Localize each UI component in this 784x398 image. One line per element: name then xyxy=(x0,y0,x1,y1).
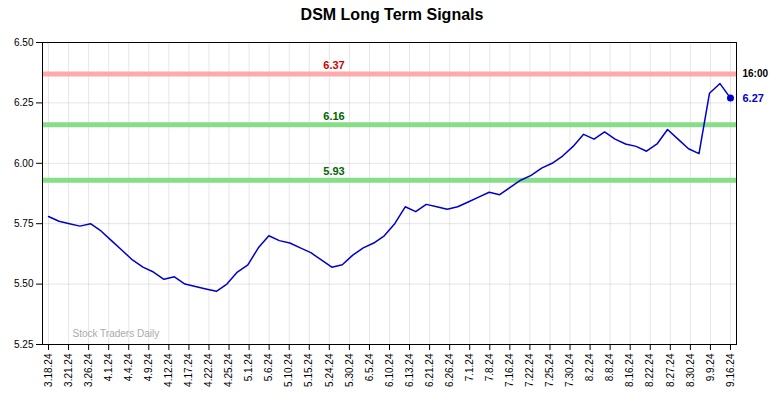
svg-text:7.22.24: 7.22.24 xyxy=(524,353,535,387)
svg-text:6.37: 6.37 xyxy=(323,59,344,71)
svg-text:9.16.24: 9.16.24 xyxy=(725,353,736,387)
svg-text:8.16.24: 8.16.24 xyxy=(624,353,635,387)
svg-text:7.25.24: 7.25.24 xyxy=(544,353,555,387)
svg-text:5.93: 5.93 xyxy=(323,165,344,177)
svg-text:6.16: 6.16 xyxy=(323,110,344,122)
svg-text:5.25: 5.25 xyxy=(14,339,34,350)
svg-text:8.8.24: 8.8.24 xyxy=(604,353,615,381)
svg-text:6.27: 6.27 xyxy=(743,92,764,104)
svg-text:4.22.24: 4.22.24 xyxy=(203,353,214,387)
svg-text:6.5.24: 6.5.24 xyxy=(364,353,375,381)
svg-text:4.17.24: 4.17.24 xyxy=(183,353,194,387)
svg-text:6.13.24: 6.13.24 xyxy=(404,353,415,387)
svg-text:4.1.24: 4.1.24 xyxy=(103,353,114,381)
svg-text:5.6.24: 5.6.24 xyxy=(263,353,274,381)
svg-text:6.26.24: 6.26.24 xyxy=(444,353,455,387)
svg-text:7.30.24: 7.30.24 xyxy=(564,353,575,387)
svg-text:6.50: 6.50 xyxy=(14,37,34,48)
svg-text:3.21.24: 3.21.24 xyxy=(63,353,74,387)
svg-text:4.12.24: 4.12.24 xyxy=(163,353,174,387)
svg-text:5.24.24: 5.24.24 xyxy=(324,353,335,387)
svg-text:16:00: 16:00 xyxy=(743,68,769,79)
svg-text:4.4.24: 4.4.24 xyxy=(123,353,134,381)
svg-text:5.15.24: 5.15.24 xyxy=(303,353,314,387)
svg-text:5.30.24: 5.30.24 xyxy=(344,353,355,387)
svg-text:4.9.24: 4.9.24 xyxy=(143,353,154,381)
svg-text:6.10.24: 6.10.24 xyxy=(384,353,395,387)
svg-text:8.27.24: 8.27.24 xyxy=(665,353,676,387)
svg-text:9.9.24: 9.9.24 xyxy=(705,353,716,381)
svg-text:6.25: 6.25 xyxy=(14,97,34,108)
svg-text:3.26.24: 3.26.24 xyxy=(83,353,94,387)
svg-text:8.22.24: 8.22.24 xyxy=(644,353,655,387)
svg-text:5.50: 5.50 xyxy=(14,278,34,289)
svg-text:5.1.24: 5.1.24 xyxy=(243,353,254,381)
svg-text:7.1.24: 7.1.24 xyxy=(464,353,475,381)
svg-text:3.18.24: 3.18.24 xyxy=(43,353,54,387)
svg-text:6.00: 6.00 xyxy=(14,158,34,169)
svg-text:7.8.24: 7.8.24 xyxy=(484,353,495,381)
svg-text:6.21.24: 6.21.24 xyxy=(424,353,435,387)
svg-text:5.75: 5.75 xyxy=(14,218,34,229)
svg-text:7.16.24: 7.16.24 xyxy=(504,353,515,387)
svg-text:4.25.24: 4.25.24 xyxy=(223,353,234,387)
html-text:DSM Long Term Signals: DSM Long Term Signals xyxy=(300,6,484,23)
svg-text:8.2.24: 8.2.24 xyxy=(584,353,595,381)
svg-text:Stock Traders Daily: Stock Traders Daily xyxy=(73,328,160,339)
svg-text:5.10.24: 5.10.24 xyxy=(283,353,294,387)
svg-text:8.30.24: 8.30.24 xyxy=(685,353,696,387)
